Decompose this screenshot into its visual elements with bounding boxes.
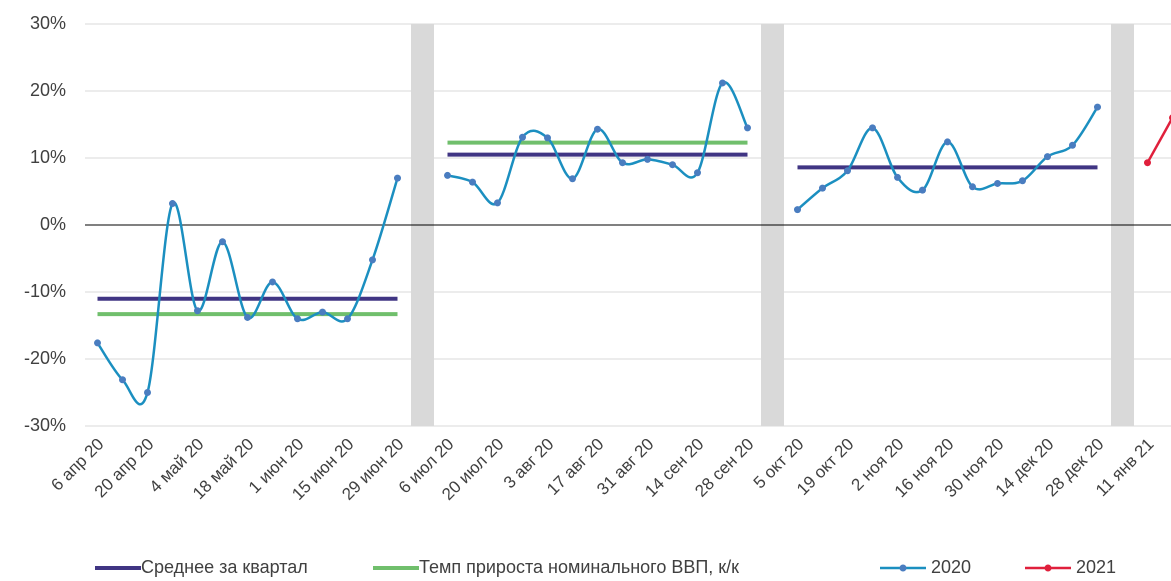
data-point — [444, 171, 451, 179]
data-point — [119, 376, 126, 384]
data-point — [394, 174, 401, 182]
y-tick-label: -20% — [24, 348, 66, 368]
data-point — [594, 125, 601, 133]
y-tick-label: 30% — [30, 13, 66, 33]
data-point — [794, 206, 801, 214]
data-point — [669, 161, 676, 169]
data-point — [344, 315, 351, 323]
series-line — [1146, 117, 1171, 164]
data-point — [219, 238, 226, 246]
data-point — [944, 138, 951, 146]
data-point — [94, 339, 101, 347]
legend-label: 2020 — [931, 557, 971, 577]
y-tick-label: -30% — [24, 415, 66, 435]
y-tick-label: 10% — [30, 147, 66, 167]
data-point — [619, 159, 626, 167]
data-point — [494, 199, 501, 207]
legend-label: 2021 — [1076, 557, 1116, 577]
data-point — [744, 124, 751, 132]
data-point — [294, 315, 301, 323]
data-point — [544, 134, 551, 142]
series-line — [96, 177, 399, 406]
data-point — [144, 389, 151, 396]
data-point — [469, 178, 476, 186]
data-point — [1044, 153, 1051, 161]
data-point — [269, 278, 276, 286]
data-point — [919, 186, 926, 194]
legend-label: Среднее за квартал — [141, 557, 308, 577]
data-point — [569, 175, 576, 183]
data-point — [1144, 159, 1151, 167]
data-point — [194, 307, 201, 315]
data-point — [719, 79, 726, 87]
data-point — [819, 184, 826, 192]
data-point — [869, 124, 876, 132]
data-point — [244, 313, 251, 321]
data-point — [369, 256, 376, 264]
data-point — [694, 169, 701, 177]
data-point — [319, 308, 326, 316]
data-point — [844, 167, 851, 175]
y-tick-label: -10% — [24, 281, 66, 301]
data-point — [1019, 177, 1026, 185]
legend-label: Темп прироста номинального ВВП, к/к — [419, 557, 739, 577]
y-tick-label: 0% — [40, 214, 66, 234]
data-point — [969, 183, 976, 191]
data-point — [169, 200, 176, 208]
y-tick-label: 20% — [30, 80, 66, 100]
data-point — [994, 179, 1001, 187]
data-point — [644, 155, 651, 163]
data-point — [894, 173, 901, 181]
data-point — [519, 133, 526, 141]
legend-marker — [899, 564, 907, 572]
data-point — [1094, 103, 1101, 111]
legend-marker — [1044, 564, 1052, 572]
data-point — [1069, 141, 1076, 149]
